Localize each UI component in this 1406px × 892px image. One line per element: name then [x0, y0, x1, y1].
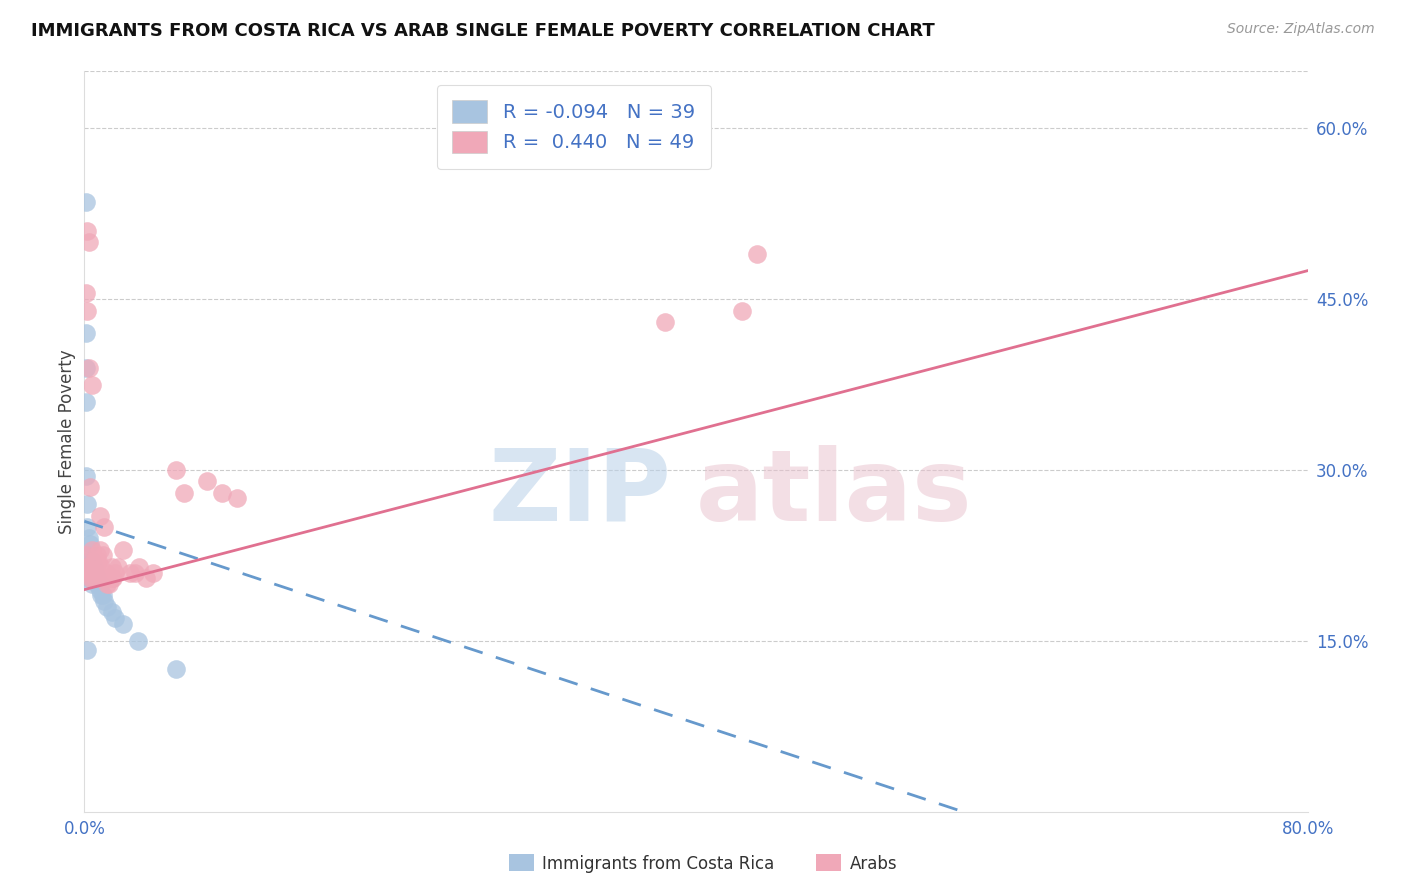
Point — [96, 599, 118, 614]
Point — [84, 571, 107, 585]
Point — [75, 326, 97, 341]
Legend: R = -0.094   N = 39, R =  0.440   N = 49: R = -0.094 N = 39, R = 0.440 N = 49 — [437, 85, 710, 169]
Text: Source: ZipAtlas.com: Source: ZipAtlas.com — [1227, 22, 1375, 37]
Text: atlas: atlas — [696, 445, 973, 541]
Point — [165, 463, 187, 477]
Point — [101, 606, 124, 620]
Point — [80, 377, 103, 392]
Point — [89, 582, 111, 597]
Point — [75, 195, 97, 210]
Point — [120, 566, 142, 580]
Point — [80, 554, 103, 568]
Point — [77, 360, 100, 375]
Point — [76, 497, 98, 511]
Point — [76, 520, 98, 534]
Point — [127, 633, 149, 648]
Text: ZIP: ZIP — [489, 445, 672, 541]
Point — [101, 559, 124, 574]
Point — [93, 594, 115, 608]
Point — [135, 571, 157, 585]
Point — [104, 566, 127, 580]
Point — [84, 566, 107, 580]
Point — [89, 542, 111, 557]
Point — [104, 611, 127, 625]
Point — [87, 577, 110, 591]
Point — [142, 566, 165, 580]
Point — [79, 480, 101, 494]
Point — [165, 662, 187, 676]
Point — [77, 554, 100, 568]
Point — [90, 588, 112, 602]
Point — [79, 537, 101, 551]
Point — [83, 554, 105, 568]
Point — [94, 566, 117, 580]
Point — [89, 508, 111, 523]
Point — [77, 235, 100, 250]
Point — [80, 566, 103, 580]
Point — [654, 315, 676, 329]
Point — [79, 571, 101, 585]
Point — [111, 616, 134, 631]
Point — [107, 559, 129, 574]
Point — [76, 559, 98, 574]
Point — [87, 554, 110, 568]
Point — [128, 559, 150, 574]
Point — [731, 303, 754, 318]
Y-axis label: Single Female Poverty: Single Female Poverty — [58, 350, 76, 533]
Point — [75, 468, 97, 483]
Point — [91, 549, 114, 563]
Point — [101, 571, 124, 585]
Point — [83, 566, 105, 580]
Point — [75, 286, 97, 301]
Point — [83, 571, 105, 585]
Point — [77, 566, 100, 580]
Point — [84, 566, 107, 580]
Point — [93, 520, 115, 534]
Point — [76, 643, 98, 657]
Point — [103, 571, 125, 585]
Point — [84, 571, 107, 585]
Point — [80, 559, 103, 574]
Point — [75, 360, 97, 375]
Point — [75, 549, 97, 563]
Point — [226, 491, 249, 506]
Point — [80, 577, 103, 591]
Point — [96, 577, 118, 591]
Point — [77, 566, 100, 580]
Point — [86, 566, 108, 580]
Point — [86, 577, 108, 591]
Point — [79, 554, 101, 568]
Point — [80, 542, 103, 557]
Point — [83, 566, 105, 580]
Point — [76, 303, 98, 318]
Point — [89, 577, 111, 591]
Point — [124, 566, 146, 580]
Legend: Immigrants from Costa Rica, Arabs: Immigrants from Costa Rica, Arabs — [502, 847, 904, 880]
Point — [76, 549, 98, 563]
Point — [77, 571, 100, 585]
Point — [86, 571, 108, 585]
Text: IMMIGRANTS FROM COSTA RICA VS ARAB SINGLE FEMALE POVERTY CORRELATION CHART: IMMIGRANTS FROM COSTA RICA VS ARAB SINGL… — [31, 22, 935, 40]
Point — [77, 532, 100, 546]
Point — [86, 549, 108, 563]
Point — [90, 559, 112, 574]
Point — [91, 588, 114, 602]
Point — [195, 475, 218, 489]
Point — [111, 542, 134, 557]
Point — [79, 571, 101, 585]
Point — [76, 224, 98, 238]
Point — [211, 485, 233, 500]
Point — [173, 485, 195, 500]
Point — [80, 571, 103, 585]
Point — [75, 559, 97, 574]
Point — [747, 246, 769, 260]
Point — [96, 571, 118, 585]
Point — [83, 559, 105, 574]
Point — [75, 394, 97, 409]
Point — [97, 577, 120, 591]
